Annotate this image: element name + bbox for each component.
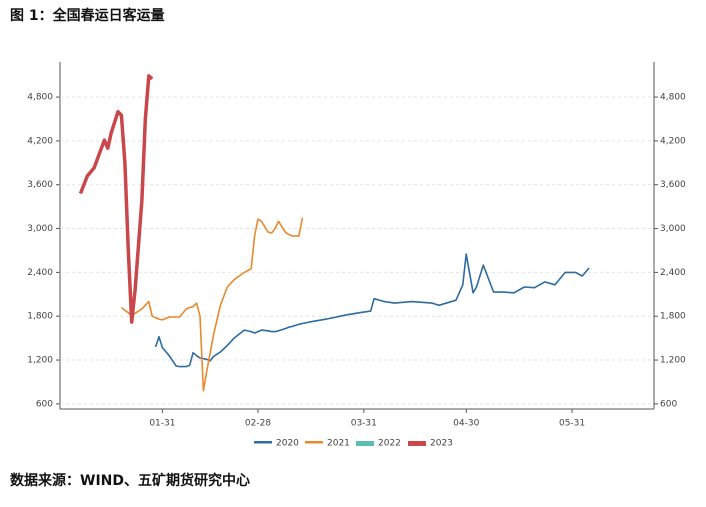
y2-tick-label: 3,000 bbox=[660, 224, 686, 234]
y2-tick-label: 1,800 bbox=[660, 312, 686, 322]
legend-swatch bbox=[305, 441, 323, 444]
x-tick-label: 02-28 bbox=[245, 419, 271, 429]
y2-tick-label: 2,400 bbox=[660, 268, 686, 278]
y2-tick-label: 3,600 bbox=[660, 180, 686, 190]
legend-swatch bbox=[408, 441, 426, 446]
y-tick-label: 4,200 bbox=[27, 136, 53, 146]
legend-label: 2023 bbox=[430, 439, 453, 449]
legend-label: 2020 bbox=[276, 439, 299, 449]
y2-tick-label: 600 bbox=[660, 399, 677, 409]
y2-tick-label: 1,200 bbox=[660, 356, 686, 366]
series-line bbox=[154, 253, 590, 368]
y-tick-label: 3,600 bbox=[27, 180, 53, 190]
y-tick-label: 600 bbox=[36, 399, 53, 409]
y-tick-label: 4,800 bbox=[27, 93, 53, 103]
y-tick-label: 1,200 bbox=[27, 356, 53, 366]
series-line bbox=[78, 74, 154, 324]
legend-swatch bbox=[254, 441, 272, 444]
y-tick-label: 3,000 bbox=[27, 224, 53, 234]
series-line bbox=[120, 217, 304, 392]
x-tick-label: 03-31 bbox=[351, 419, 377, 429]
x-tick-label: 01-31 bbox=[149, 419, 175, 429]
y2-tick-label: 4,200 bbox=[660, 136, 686, 146]
x-tick-label: 04-30 bbox=[453, 419, 479, 429]
legend-label: 2021 bbox=[327, 439, 350, 449]
chart-title: 图 1：全国春运日客运量 bbox=[10, 7, 165, 24]
y-tick-label: 2,400 bbox=[27, 268, 53, 278]
legend-label: 2022 bbox=[378, 439, 401, 449]
legend-swatch bbox=[356, 441, 374, 446]
source-note: 数据来源：WIND、五矿期货研究中心 bbox=[10, 472, 250, 489]
x-tick-label: 05-31 bbox=[559, 419, 585, 429]
y-tick-label: 1,800 bbox=[27, 312, 53, 322]
y2-tick-label: 4,800 bbox=[660, 93, 686, 103]
